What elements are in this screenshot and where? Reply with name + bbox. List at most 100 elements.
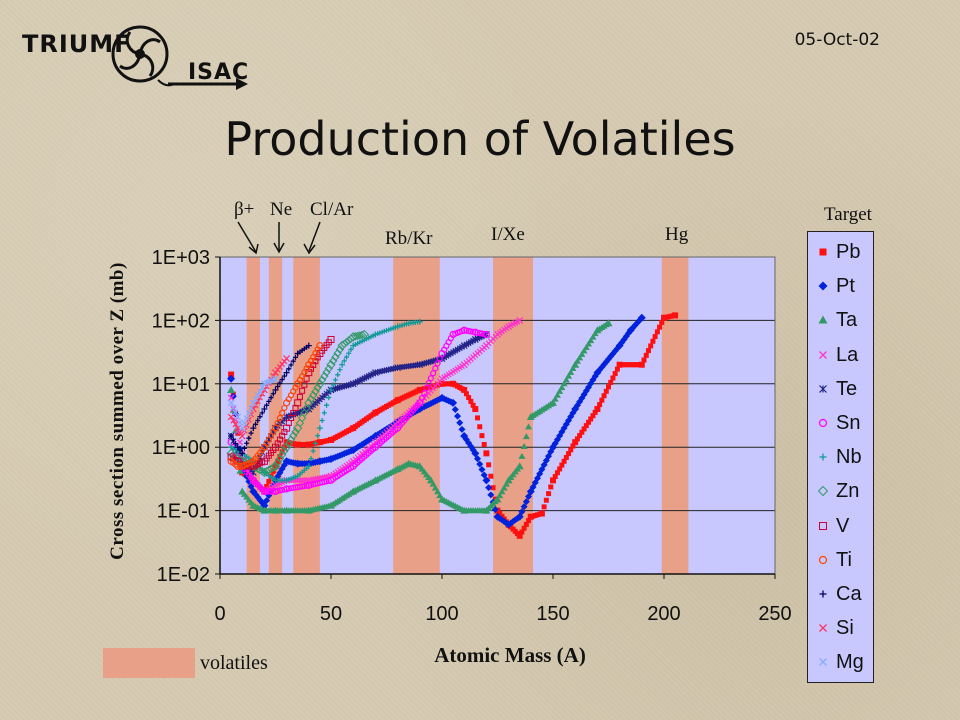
point-pb-141 xyxy=(541,504,547,510)
point-ca-18 xyxy=(268,395,274,401)
point-zn-42 xyxy=(320,371,329,381)
point-nb-47 xyxy=(332,377,338,383)
point-pb-144 xyxy=(548,484,554,490)
legend-marker-shape-zn xyxy=(817,486,829,497)
point-zn-29 xyxy=(291,427,300,437)
point-nb-53 xyxy=(346,350,352,356)
point-sn-105 xyxy=(460,326,468,334)
legend-marker-shape-la xyxy=(819,350,827,359)
point-pb-113 xyxy=(479,433,485,439)
x-tick-label-4: 200 xyxy=(647,603,680,625)
point-pb-117 xyxy=(488,473,494,479)
point-pb-148 xyxy=(557,466,563,472)
point-pb-172 xyxy=(610,375,616,381)
legend-marker-shape-ti xyxy=(818,555,828,564)
point-pb-121 xyxy=(497,510,503,516)
point-ta-92 xyxy=(431,484,439,491)
point-pb-151 xyxy=(563,454,569,460)
point-pb-165 xyxy=(594,406,601,413)
volatile-band-3 xyxy=(393,257,440,574)
point-pt-112 xyxy=(476,460,484,468)
point-ta-131 xyxy=(518,452,526,459)
point-pb-164 xyxy=(592,409,598,415)
legend-label-sn: Sn xyxy=(836,412,861,434)
point-v-32 xyxy=(299,387,306,394)
point-mg-13 xyxy=(257,388,263,395)
point-pt-16 xyxy=(263,497,271,505)
point-pb-191 xyxy=(652,334,658,340)
point-si-25 xyxy=(283,355,291,363)
point-pt-101 xyxy=(451,406,459,414)
y-tick-label-5: 1E+03 xyxy=(152,247,210,269)
point-pt-133 xyxy=(522,498,530,506)
point-ta-133 xyxy=(522,433,530,440)
point-sn-25 xyxy=(283,485,291,493)
point-ca-21 xyxy=(275,383,281,389)
legend-marker-ta xyxy=(818,315,828,324)
point-zn-26 xyxy=(284,439,294,448)
point-ta-157 xyxy=(576,354,584,361)
point-ta-160 xyxy=(582,343,590,350)
legend-marker-v xyxy=(819,521,827,530)
point-zn-22 xyxy=(275,454,285,463)
point-pb-0 xyxy=(228,371,235,378)
point-nb-49 xyxy=(337,367,343,373)
legend-marker-shape-nb xyxy=(819,453,827,461)
arrow-head-cl-ar xyxy=(303,243,316,255)
point-pb-110 xyxy=(472,406,479,413)
point-ta-124 xyxy=(502,480,510,487)
point-ca-22 xyxy=(277,380,283,386)
legend-item-la: La xyxy=(808,339,875,373)
point-ta-91 xyxy=(429,480,437,487)
series-ti xyxy=(227,342,324,470)
point-ta-132 xyxy=(520,443,528,450)
point-pb-170 xyxy=(606,384,611,390)
point-nb-40 xyxy=(316,425,323,432)
point-la-1 xyxy=(230,406,237,412)
y-axis-title: Cross section summed over Z (mb) xyxy=(107,262,128,560)
point-ta-170 xyxy=(604,319,613,327)
legend-item-pb: Pb xyxy=(808,236,875,270)
point-ta-155 xyxy=(571,360,580,368)
legend-marker-zn xyxy=(817,486,829,497)
point-ta-159 xyxy=(580,347,588,354)
logo-text-triumf: TRIUMF xyxy=(22,30,132,58)
point-ta-121 xyxy=(496,492,504,499)
series-mg xyxy=(227,375,279,432)
legend-label-zn: Zn xyxy=(836,480,860,503)
point-ca-13 xyxy=(257,414,263,420)
point-pb-131 xyxy=(519,529,525,535)
legend-label-ca: Ca xyxy=(836,583,862,605)
point-ta-123 xyxy=(500,484,508,491)
point-ca-16 xyxy=(264,402,270,408)
point-pb-111 xyxy=(475,415,481,421)
volatile-band-5 xyxy=(661,257,689,574)
legend-marker-pt xyxy=(818,281,828,291)
point-pb-163 xyxy=(590,413,596,419)
point-ta-161 xyxy=(585,340,593,347)
point-pb-157 xyxy=(577,433,583,439)
point-zn-48 xyxy=(333,349,342,358)
x-tick-label-1: 50 xyxy=(320,603,342,625)
point-ca-35 xyxy=(305,342,312,349)
point-zn-60 xyxy=(359,329,370,340)
point-nb-45 xyxy=(328,386,334,393)
point-ta-151 xyxy=(562,376,570,383)
legend-item-v: V xyxy=(808,510,875,544)
point-pt-100 xyxy=(449,398,458,407)
legend-marker-si xyxy=(819,624,827,633)
point-zn-38 xyxy=(311,387,320,396)
point-sn-87 xyxy=(421,389,428,397)
legend-label-si: Si xyxy=(836,617,854,640)
point-sn-92 xyxy=(432,365,439,372)
point-pb-21 xyxy=(275,458,281,464)
legend: Pb Pt Ta La Te Sn Nb Zn V Ti Ca Si Mg xyxy=(807,231,874,683)
annotation-i-xe: I/Xe xyxy=(491,224,525,245)
legend-label-pb: Pb xyxy=(836,241,861,263)
point-mg-5 xyxy=(238,424,246,432)
legend-label-nb: Nb xyxy=(836,446,862,469)
point-pb-188 xyxy=(645,348,651,354)
point-pb-200 xyxy=(672,312,679,319)
point-ta-146 xyxy=(551,395,559,402)
point-ta-150 xyxy=(560,380,568,387)
